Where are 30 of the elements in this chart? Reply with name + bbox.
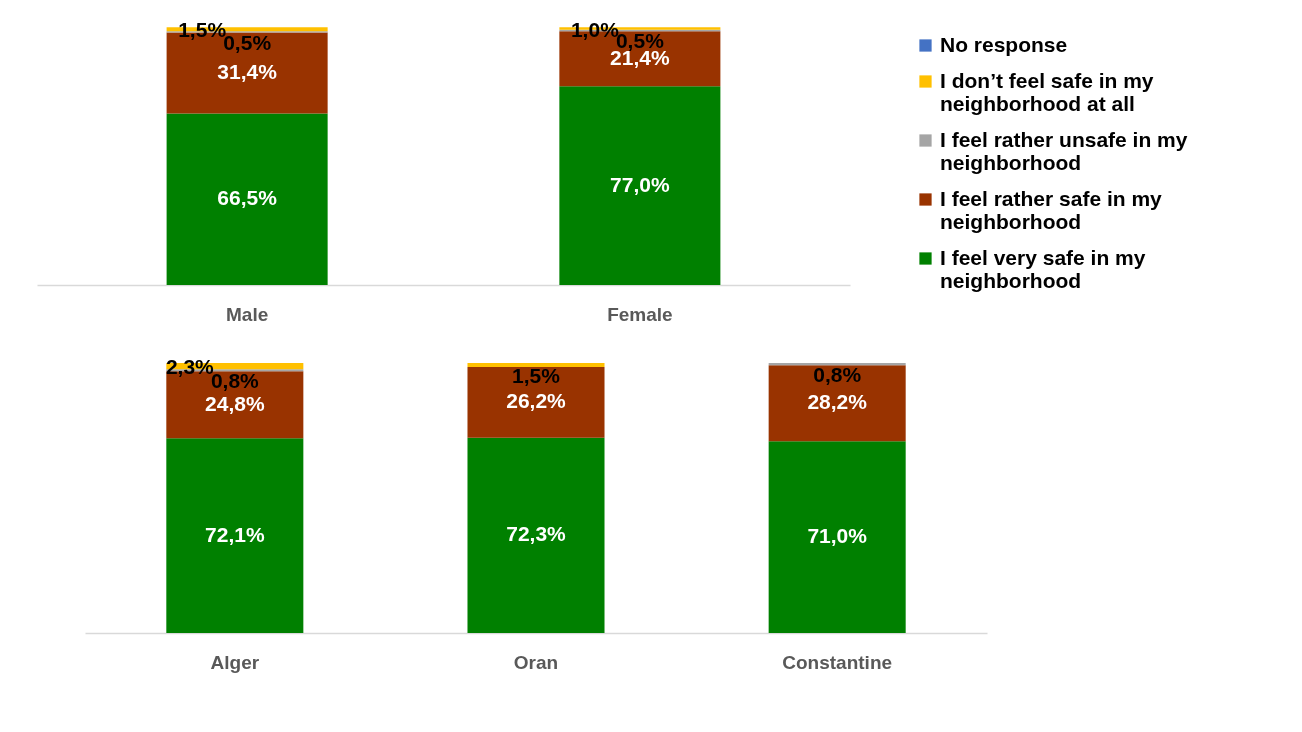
data-label: 71,0% — [807, 524, 868, 548]
x-tick-label: Oran — [513, 651, 559, 673]
data-label: 72,1% — [205, 522, 265, 546]
legend-label: No response — [940, 32, 1068, 56]
legend-label: I feel rather unsafe in my neighborhood — [940, 127, 1188, 174]
x-tick-label: Male — [226, 303, 269, 325]
data-label: 0,8% — [813, 363, 862, 387]
x-tick-label: Alger — [210, 651, 260, 673]
legend-label: I feel rather safe in my neighborhood — [940, 186, 1163, 233]
bar — [467, 367, 605, 438]
bar — [768, 441, 906, 633]
bar — [166, 113, 328, 285]
bar — [467, 437, 605, 633]
data-label: 28,2% — [807, 390, 868, 414]
x-tick-label: Female — [607, 303, 673, 325]
data-label: 26,2% — [506, 389, 567, 413]
legend-label: I don’t feel safe in my neighborhood at all — [940, 68, 1154, 115]
data-label: 77,0% — [610, 172, 670, 196]
data-label: 1,5% — [512, 364, 561, 388]
data-label: 72,3% — [506, 522, 567, 546]
bar — [768, 365, 906, 442]
bar — [559, 86, 721, 285]
bar — [166, 438, 304, 633]
data-label: 31,4% — [217, 59, 278, 83]
bar — [467, 363, 605, 368]
bar — [768, 363, 906, 366]
legend-label: I feel very safe in my neighborhood — [940, 245, 1146, 292]
x-tick-label: Constantine — [782, 651, 893, 673]
data-label: 66,5% — [217, 186, 278, 210]
data-label: 24,8% — [205, 391, 265, 415]
